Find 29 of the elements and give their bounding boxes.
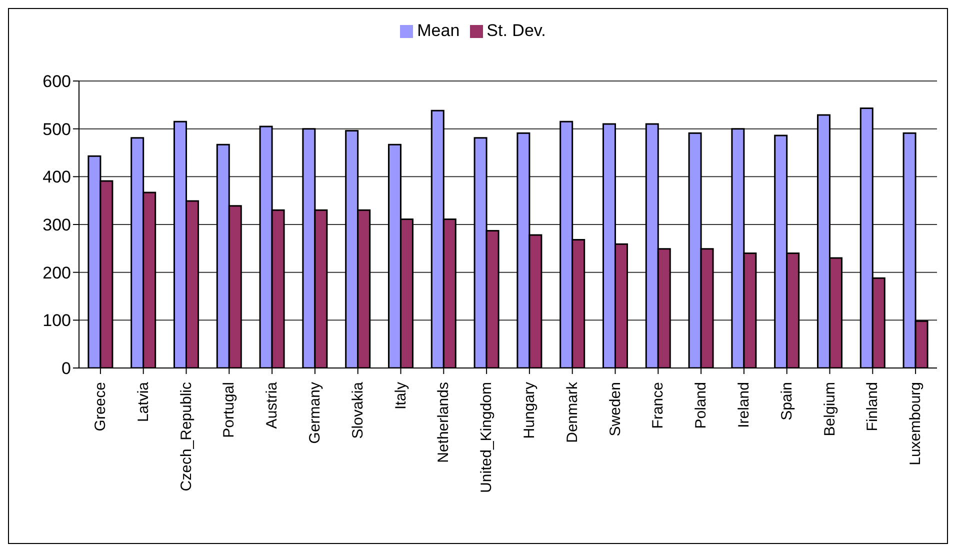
x-tick-label: Austria — [264, 381, 281, 429]
legend-label: St. Dev. — [486, 21, 546, 40]
x-tick-label: Finland — [864, 382, 882, 432]
y-tick-label: 400 — [42, 168, 71, 187]
x-tick-label: Luxembourg — [907, 382, 924, 466]
x-tick-label: Poland — [692, 382, 710, 429]
x-tick-label: Hungary — [520, 382, 538, 439]
x-tick-label: Belgium — [821, 382, 838, 436]
y-tick-label: 100 — [42, 311, 71, 330]
x-tick-label: Ireland — [735, 382, 752, 428]
x-tick-label: Sweden — [606, 382, 624, 436]
x-tick-label: Czech_Republic — [178, 382, 195, 492]
x-tick-label: Slovakia — [349, 381, 366, 439]
legend-label: Mean — [417, 21, 460, 40]
x-tick-label: Italy — [392, 382, 410, 410]
x-tick-label: Spain — [778, 382, 796, 420]
y-tick-label: 200 — [42, 263, 71, 282]
x-tick-label: Portugal — [220, 382, 238, 438]
x-tick-label: Latvia — [134, 381, 152, 422]
x-tick-label: Denmark — [564, 382, 581, 443]
y-tick-label: 300 — [42, 216, 71, 235]
x-tick-label: United_Kingdom — [478, 382, 496, 493]
x-tick-label: Netherlands — [435, 382, 452, 463]
x-tick-label: France — [650, 382, 667, 429]
x-tick-label: Germany — [306, 382, 324, 444]
y-tick-label: 500 — [42, 120, 71, 139]
x-tick-label: Greece — [92, 382, 109, 432]
y-tick-label: 0 — [62, 359, 71, 378]
y-tick-label: 600 — [42, 72, 71, 92]
